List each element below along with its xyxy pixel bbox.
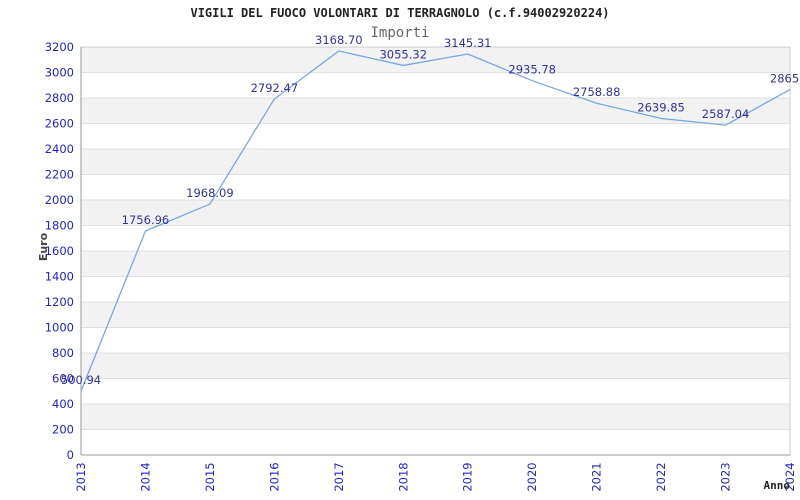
y-tick-label: 0 <box>67 448 74 462</box>
y-tick-label: 400 <box>52 397 74 411</box>
y-tick-label: 1400 <box>45 270 74 284</box>
y-tick-label: 2600 <box>45 117 74 131</box>
y-tick-label: 2400 <box>45 142 74 156</box>
chart-title: VIGILI DEL FUOCO VOLONTARI DI TERRAGNOLO… <box>190 6 610 20</box>
y-tick-label: 1600 <box>45 244 74 258</box>
point-value-label: 3168.70 <box>315 33 363 47</box>
point-value-label: 1756.96 <box>122 213 170 227</box>
x-tick-label: 2014 <box>138 462 152 491</box>
y-tick-label: 3000 <box>45 66 74 80</box>
point-value-label: 2639.85 <box>637 100 685 114</box>
point-value-label: 2587.04 <box>702 107 750 121</box>
point-value-label: 3055.32 <box>379 47 427 61</box>
x-tick-label: 2019 <box>461 462 475 491</box>
point-value-label: 3145.31 <box>444 36 492 50</box>
point-value-label: 1968.09 <box>186 186 234 200</box>
point-value-label: 2758.88 <box>573 85 621 99</box>
x-tick-label: 2017 <box>332 462 346 491</box>
x-tick-label: 2024 <box>783 462 797 491</box>
y-tick-label: 200 <box>52 423 74 437</box>
x-tick-label: 2022 <box>654 462 668 491</box>
y-tick-label: 1200 <box>45 295 74 309</box>
x-tick-label: 2013 <box>74 462 88 491</box>
point-value-label: 2865.9 <box>770 72 800 86</box>
y-tick-label: 2800 <box>45 91 74 105</box>
y-axis-title: Euro <box>37 232 50 262</box>
chart-legend: Importi <box>370 25 430 41</box>
point-value-label: 500.94 <box>61 373 101 387</box>
x-tick-label: 2021 <box>590 462 604 491</box>
x-tick-label: 2015 <box>203 462 217 491</box>
x-tick-label: 2016 <box>267 462 281 491</box>
y-tick-label: 600 <box>52 372 74 386</box>
y-tick-label: 2200 <box>45 168 74 182</box>
y-tick-label: 1800 <box>45 219 74 233</box>
point-value-label: 2792.47 <box>251 81 299 95</box>
x-tick-label: 2023 <box>719 462 733 491</box>
data-line <box>80 50 791 392</box>
x-tick-label: 2020 <box>525 462 539 491</box>
y-tick-label: 800 <box>52 346 74 360</box>
x-axis-title: Anno <box>763 479 791 492</box>
y-tick-label: 1000 <box>45 321 74 335</box>
point-value-label: 2935.78 <box>508 63 556 77</box>
y-tick-label: 2000 <box>45 193 74 207</box>
x-tick-label: 2018 <box>396 462 410 491</box>
y-tick-label: 3200 <box>45 40 74 54</box>
